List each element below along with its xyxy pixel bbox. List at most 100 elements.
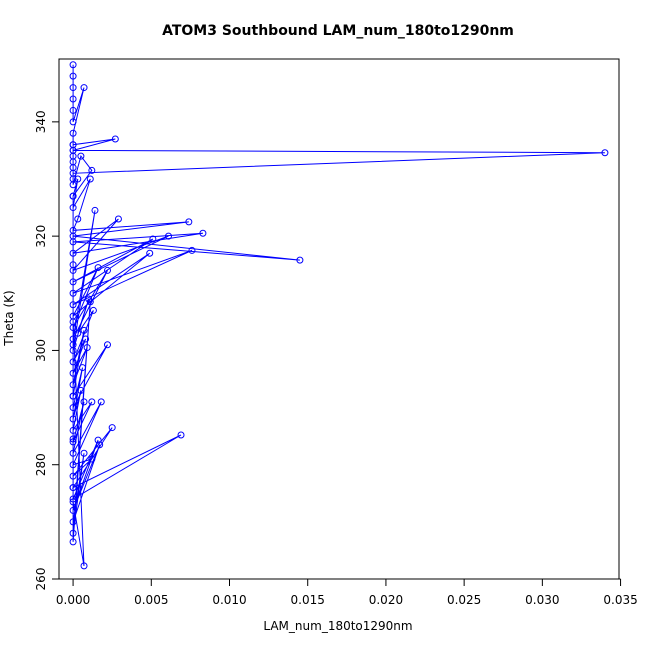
data-point [296, 256, 304, 264]
data-point [177, 431, 185, 439]
data-point [69, 318, 77, 326]
data-point [69, 61, 77, 69]
data-point [69, 146, 77, 154]
x-tick-label: 0.005 [134, 593, 168, 607]
y-tick-label: 280 [34, 453, 48, 476]
y-tick-label: 260 [34, 568, 48, 591]
chart-title: ATOM3 Southbound LAM_num_180to1290nm [162, 23, 514, 39]
x-tick-label: 0.020 [369, 593, 403, 607]
data-point [69, 204, 77, 212]
data-point [601, 149, 609, 157]
data-point [69, 426, 77, 434]
data-point [74, 175, 82, 183]
data-point [111, 135, 119, 143]
x-axis-label: LAM_num_180to1290nm [263, 619, 412, 633]
y-tick-label: 320 [34, 225, 48, 248]
data-point [146, 249, 154, 257]
data-point [69, 289, 77, 297]
data-point [199, 229, 207, 237]
data-point [69, 278, 77, 286]
data-point [69, 449, 77, 457]
data-point [86, 298, 94, 306]
data-point [69, 301, 77, 309]
data-point [69, 435, 77, 443]
data-point [77, 152, 85, 160]
data-point [69, 72, 77, 80]
data-point [69, 249, 77, 257]
x-tick-label: 0.010 [212, 593, 246, 607]
series-line [71, 64, 605, 566]
data-point [82, 335, 90, 343]
data-point [69, 498, 77, 506]
data-point [103, 266, 111, 274]
data-point [88, 166, 96, 174]
x-tick-label: 0.030 [525, 593, 559, 607]
data-point [69, 529, 77, 537]
data-point [69, 129, 77, 137]
data-point [80, 398, 88, 406]
data-point [69, 95, 77, 103]
data-point [149, 235, 157, 243]
data-point [69, 192, 77, 200]
data-point [69, 381, 77, 389]
x-tick-label: 0.025 [447, 593, 481, 607]
x-tick-label: 0.000 [56, 593, 90, 607]
data-point [69, 181, 77, 189]
data-point [103, 341, 111, 349]
data-point [69, 404, 77, 412]
data-point [89, 306, 97, 314]
data-point [69, 158, 77, 166]
data-point [69, 358, 77, 366]
data-point [80, 84, 88, 92]
data-point [69, 169, 77, 177]
data-point [94, 264, 102, 272]
x-tick-label: 0.015 [291, 593, 325, 607]
data-point [69, 84, 77, 92]
y-axis: 260 280 300 320 340 [34, 110, 60, 591]
data-point [78, 364, 86, 372]
data-point [69, 484, 77, 492]
data-point [185, 218, 193, 226]
data-point [69, 506, 77, 514]
data-point [74, 215, 82, 223]
data-point [69, 461, 77, 469]
x-tick-label: 0.035 [603, 593, 637, 607]
data-point [69, 472, 77, 480]
data-point [69, 415, 77, 423]
y-axis-label: Theta (K) [2, 290, 16, 346]
data-point [94, 436, 102, 444]
data-point [69, 369, 77, 377]
data-point [69, 392, 77, 400]
data-point [69, 341, 77, 349]
y-tick-label: 300 [34, 339, 48, 362]
data-point [80, 562, 88, 570]
data-point [188, 246, 196, 254]
data-point [69, 261, 77, 269]
data-point [88, 398, 96, 406]
plot-frame [58, 58, 620, 580]
data-point [108, 424, 116, 432]
data-point [77, 386, 85, 394]
data-point [80, 326, 88, 334]
data-point [91, 206, 99, 214]
data-point [69, 438, 77, 446]
data-point [114, 215, 122, 223]
data-point [96, 441, 104, 449]
data-point [86, 175, 94, 183]
data-point [88, 455, 96, 463]
data-series [69, 61, 609, 570]
data-point [74, 329, 82, 337]
data-point [69, 518, 77, 526]
data-point [83, 344, 91, 352]
data-point [80, 449, 88, 457]
data-point [69, 538, 77, 546]
data-point [164, 232, 172, 240]
x-axis: 0.000 0.005 0.010 0.015 0.020 0.025 0.030 0.035 [56, 578, 638, 607]
data-point [97, 398, 105, 406]
y-tick-label: 340 [34, 110, 48, 133]
data-point [69, 495, 77, 503]
data-point [69, 238, 77, 246]
data-point [69, 118, 77, 126]
data-point [69, 106, 77, 114]
